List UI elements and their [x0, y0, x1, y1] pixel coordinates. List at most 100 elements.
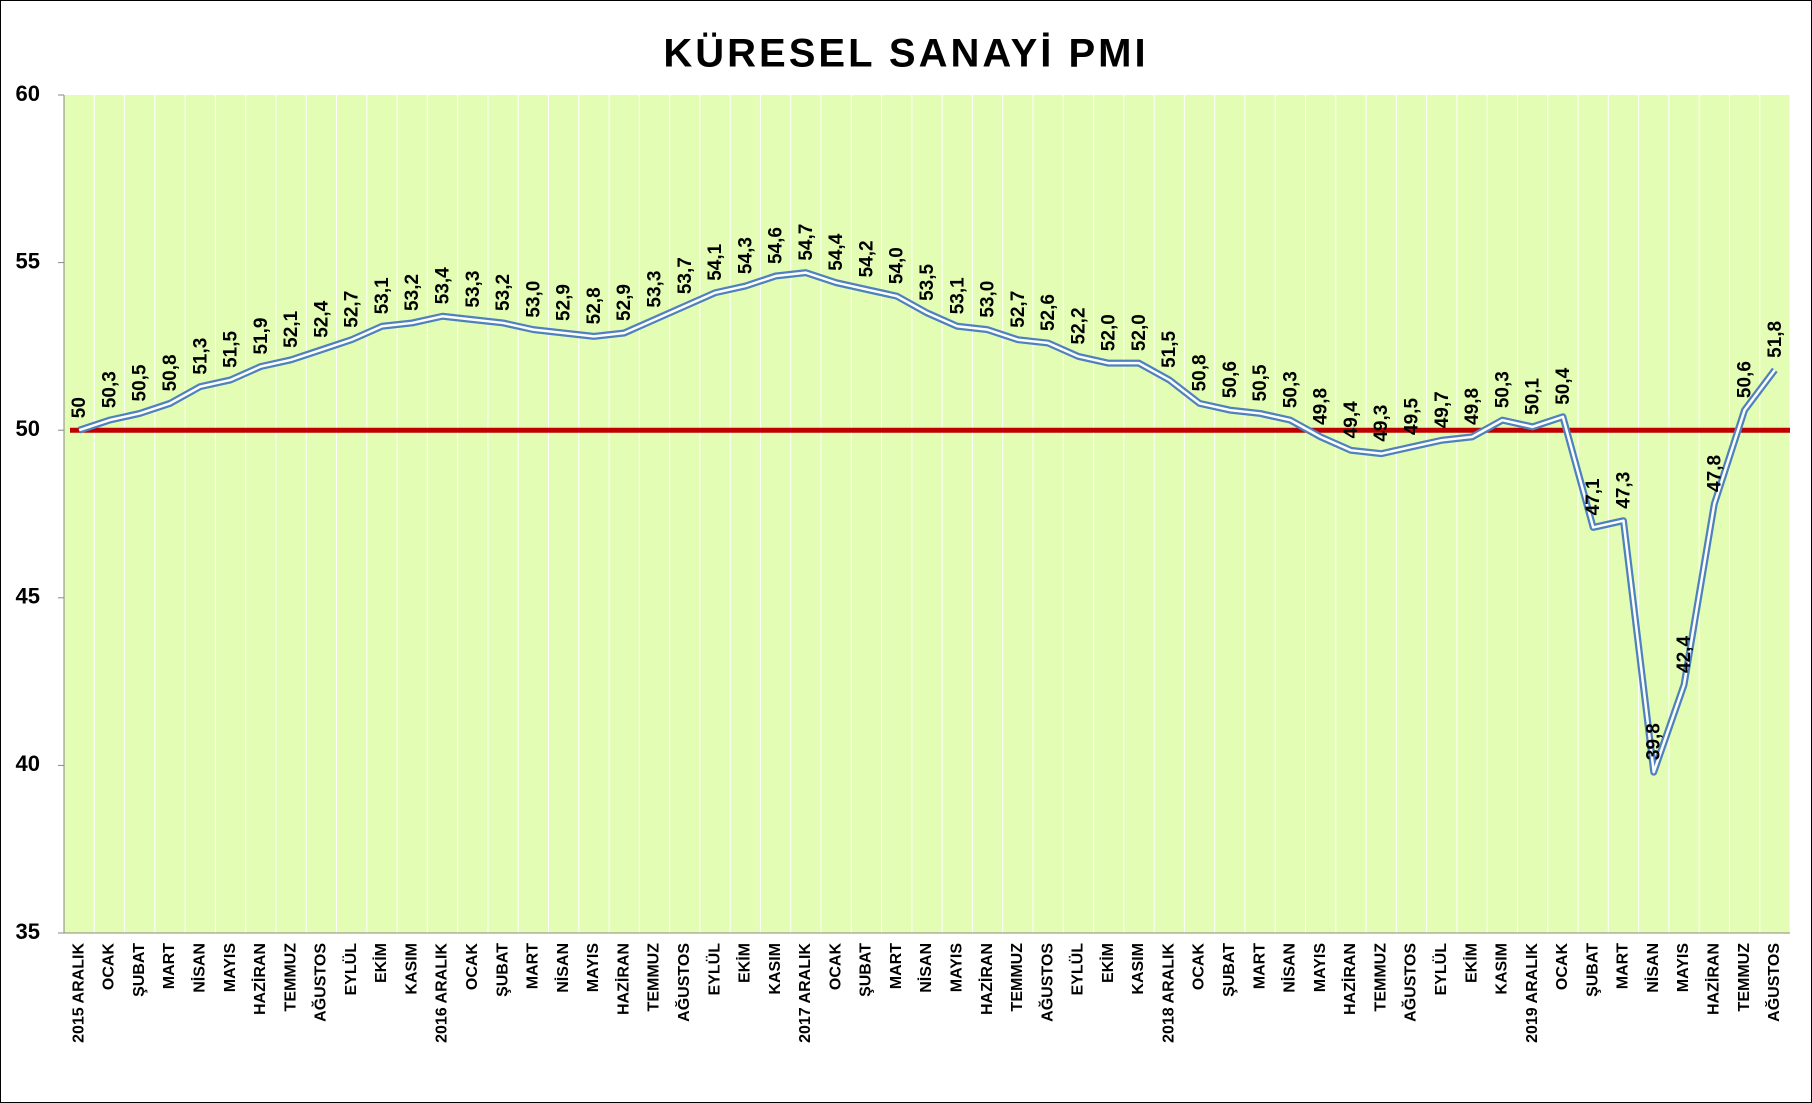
- data-label: 54,2: [856, 240, 877, 277]
- data-label: 54,3: [735, 237, 756, 274]
- line-series-inner: [78, 271, 1776, 774]
- x-tick-label: OCAK: [1191, 943, 1208, 991]
- data-label: 51,5: [1159, 331, 1180, 368]
- y-tick-label: 50: [16, 416, 40, 441]
- data-label: 53,0: [978, 281, 999, 318]
- y-tick-label: 40: [16, 751, 40, 776]
- x-tick-label: 2015 ARALIK: [70, 943, 87, 1043]
- x-tick-label: ŞUBAT: [858, 943, 875, 997]
- data-label: 50,4: [1553, 367, 1574, 404]
- data-label: 50,1: [1523, 377, 1544, 414]
- data-label: 54,0: [887, 247, 908, 284]
- x-tick-label: ŞUBAT: [1584, 943, 1601, 997]
- data-label: 54,4: [826, 233, 847, 270]
- x-tick-label: HAZİRAN: [1341, 943, 1359, 1015]
- data-label: 50,3: [1492, 371, 1513, 408]
- data-label: 50,5: [130, 364, 151, 401]
- x-tick-label: 2019 ARALIK: [1524, 943, 1541, 1043]
- x-tick-label: EKİM: [1462, 943, 1480, 983]
- x-tick-label: OCAK: [464, 943, 481, 991]
- data-label: 47,3: [1613, 472, 1634, 509]
- x-tick-label: HAZİRAN: [251, 943, 269, 1015]
- x-tick-label: MAYIS: [948, 943, 965, 993]
- data-label: 50,5: [1250, 364, 1271, 401]
- data-label: 53,7: [675, 257, 696, 294]
- data-label: 52,7: [342, 291, 363, 328]
- data-label: 42,4: [1674, 636, 1695, 673]
- data-label: 53,2: [493, 274, 514, 311]
- data-label: 50,3: [99, 371, 120, 408]
- x-tick-label: OCAK: [101, 943, 118, 991]
- data-label: 49,3: [1371, 405, 1392, 442]
- x-tick-label: TEMMUZ: [1009, 943, 1026, 1012]
- x-tick-label: MAYIS: [1675, 943, 1692, 993]
- x-tick-label: MART: [161, 943, 178, 989]
- x-tick-label: AĞUSTOS: [1037, 943, 1056, 1022]
- data-label: 54,1: [705, 243, 726, 280]
- x-tick-label: NİSAN: [917, 943, 935, 993]
- x-tick-label: MART: [1251, 943, 1268, 989]
- data-label: 50,8: [1190, 354, 1211, 391]
- x-tick-label: KASIM: [403, 943, 420, 995]
- data-label: 49,8: [1311, 388, 1332, 425]
- data-label: 53,5: [917, 263, 938, 300]
- data-label: 52,0: [1129, 314, 1150, 351]
- data-label: 50: [69, 397, 90, 418]
- x-tick-label: OCAK: [1554, 943, 1571, 991]
- x-tick-label: MAYIS: [1312, 943, 1329, 993]
- data-label: 39,8: [1644, 723, 1665, 760]
- data-label: 49,4: [1341, 401, 1362, 438]
- x-tick-label: KASIM: [1130, 943, 1147, 995]
- data-label: 53,1: [947, 277, 968, 314]
- x-tick-label: NİSAN: [554, 943, 572, 993]
- x-tick-label: HAZİRAN: [614, 943, 632, 1015]
- y-tick-label: 35: [16, 919, 40, 944]
- data-label: 52,2: [1068, 307, 1089, 344]
- x-tick-label: MART: [1615, 943, 1632, 989]
- x-tick-label: 2018 ARALIK: [1160, 943, 1177, 1043]
- data-label: 52,9: [554, 284, 575, 321]
- data-label: 53,1: [372, 277, 393, 314]
- x-tick-label: MART: [888, 943, 905, 989]
- chart-title: KÜRESEL SANAYİ PMI: [663, 31, 1148, 76]
- x-tick-label: NİSAN: [1281, 943, 1299, 993]
- y-tick-label: 55: [16, 248, 40, 273]
- data-label: 47,1: [1583, 478, 1604, 515]
- data-label: 47,8: [1704, 455, 1725, 492]
- x-tick-label: KASIM: [767, 943, 784, 995]
- x-tick-label: EKİM: [736, 943, 754, 983]
- x-tick-label: TEMMUZ: [1736, 943, 1753, 1012]
- x-tick-label: AĞUSTOS: [1401, 943, 1420, 1022]
- y-tick-label: 60: [16, 81, 40, 106]
- x-tick-label: EYLÜL: [1068, 943, 1087, 996]
- x-tick-label: AĞUSTOS: [1764, 943, 1783, 1022]
- data-label: 54,6: [766, 227, 787, 264]
- x-tick-label: NİSAN: [190, 943, 208, 993]
- plot-area: [64, 95, 1790, 933]
- data-label: 52,7: [1008, 291, 1029, 328]
- data-label: 51,5: [221, 331, 242, 368]
- x-tick-label: 2017 ARALIK: [797, 943, 814, 1043]
- x-tick-label: TEMMUZ: [646, 943, 663, 1012]
- data-label: 49,7: [1432, 391, 1453, 428]
- data-label: 49,8: [1462, 388, 1483, 425]
- data-label: 52,8: [584, 287, 605, 324]
- data-label: 50,6: [1735, 361, 1756, 398]
- x-tick-label: MAYIS: [222, 943, 239, 993]
- y-tick-label: 45: [16, 584, 40, 609]
- data-label: 53,0: [523, 281, 544, 318]
- data-label: 52,9: [614, 284, 635, 321]
- x-tick-label: ŞUBAT: [131, 943, 148, 997]
- x-tick-label: OCAK: [827, 943, 844, 991]
- data-label: 52,1: [281, 310, 302, 347]
- x-tick-label: EYLÜL: [704, 943, 723, 996]
- x-tick-label: ŞUBAT: [1221, 943, 1238, 997]
- x-tick-label: MART: [525, 943, 542, 989]
- data-label: 49,5: [1402, 398, 1423, 435]
- data-label: 54,7: [796, 224, 817, 261]
- x-tick-label: EYLÜL: [341, 943, 360, 996]
- x-tick-label: AĞUSTOS: [311, 943, 330, 1022]
- x-tick-label: MAYIS: [585, 943, 602, 993]
- x-tick-label: HAZİRAN: [978, 943, 996, 1015]
